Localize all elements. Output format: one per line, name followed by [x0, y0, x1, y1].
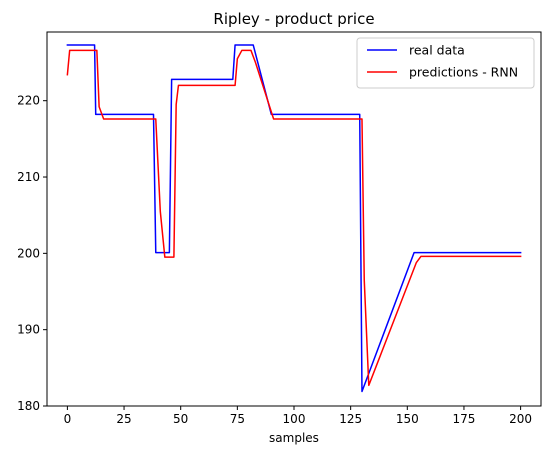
- y-tick-label: 220: [17, 94, 40, 108]
- x-axis-ticks: 0 25 50 75 100 125 150 175 200: [64, 406, 532, 426]
- x-tick-label: 200: [509, 412, 532, 426]
- x-tick-label: 150: [396, 412, 419, 426]
- plot-frame: [46, 31, 542, 407]
- x-axis-label: samples: [269, 431, 319, 445]
- x-tick-label: 50: [173, 412, 188, 426]
- x-tick-label: 175: [453, 412, 476, 426]
- series-line-1: [66, 44, 522, 393]
- legend-label-2: predictions - RNN: [409, 65, 518, 80]
- series-layer: [66, 44, 522, 393]
- y-axis-ticks: 180 190 200 210 220: [17, 94, 47, 413]
- x-tick-label: 25: [116, 412, 131, 426]
- y-tick-label: 200: [17, 246, 40, 260]
- legend: real data predictions - RNN: [356, 37, 535, 89]
- x-tick-label: 0: [64, 412, 72, 426]
- legend-box: [356, 37, 535, 89]
- y-tick-label: 210: [17, 170, 40, 184]
- series-line-2: [66, 49, 522, 387]
- x-tick-label: 100: [283, 412, 306, 426]
- x-tick-label: 125: [339, 412, 362, 426]
- chart-title: Ripley - product price: [213, 10, 374, 28]
- y-tick-label: 180: [17, 399, 40, 413]
- x-tick-label: 75: [230, 412, 245, 426]
- y-tick-label: 190: [17, 323, 40, 337]
- legend-label-1: real data: [409, 43, 465, 58]
